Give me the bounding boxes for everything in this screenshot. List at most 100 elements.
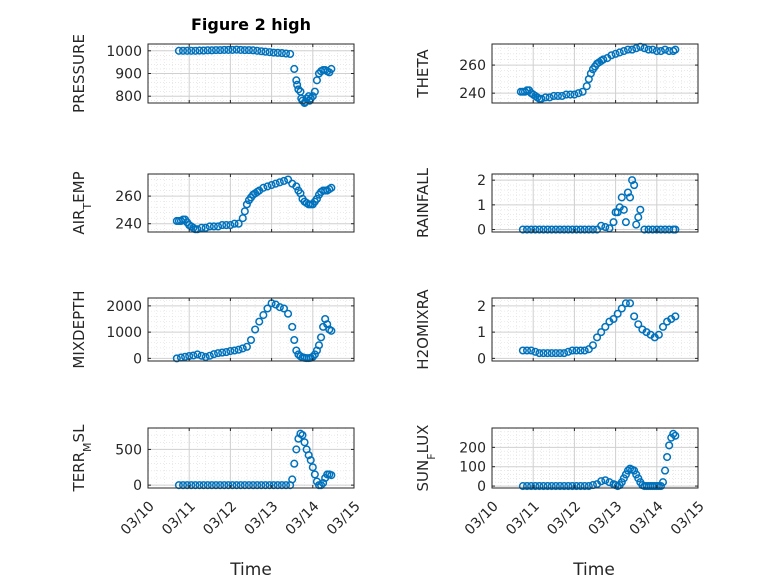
panel-h2omixra: 0 1 2 H2OMIXRA: [414, 289, 699, 370]
data-point: [304, 92, 313, 101]
data-point: [615, 48, 624, 57]
data-point: [652, 225, 661, 234]
y-tick-label: 500: [115, 442, 142, 458]
data-point: [230, 219, 239, 228]
data-point: [314, 341, 324, 350]
data-point: [273, 48, 282, 57]
data-point: [284, 175, 293, 184]
data-point: [218, 221, 227, 230]
data-point: [628, 176, 637, 185]
axes-box: [491, 297, 699, 362]
data-point: [625, 299, 635, 308]
data-point: [658, 322, 668, 331]
data-point: [327, 183, 336, 192]
data-point: [300, 438, 309, 447]
data-point: [197, 223, 206, 232]
y-tick-label: 1000: [106, 44, 142, 60]
data-point: [619, 474, 628, 483]
data-point: [572, 346, 581, 355]
data-point: [242, 200, 251, 209]
data-point: [549, 91, 558, 101]
data-point: [570, 90, 579, 99]
data-point: [312, 194, 321, 203]
data-point: [292, 445, 301, 454]
panel-mixdepth: 0 1000 2000 MIXDEPTH: [70, 290, 355, 369]
data-point: [271, 179, 280, 188]
data-point: [634, 320, 643, 329]
axes-box: [491, 173, 699, 233]
data-point: [623, 188, 633, 197]
data-point: [615, 203, 624, 212]
data-point: [574, 89, 583, 98]
series-mixdepth: [172, 299, 336, 363]
data-point: [564, 482, 573, 491]
data-point: [628, 45, 637, 54]
data-point: [617, 193, 626, 202]
data-point: [535, 349, 544, 358]
axes-box: [491, 43, 699, 104]
y-tick-label: 200: [459, 440, 486, 456]
series-pressure: [174, 45, 336, 108]
y-tick-label: 240: [115, 217, 142, 233]
data-point: [613, 309, 622, 318]
data-point: [249, 46, 258, 55]
data-point: [555, 349, 565, 358]
data-point: [605, 478, 614, 487]
data-point: [580, 346, 589, 355]
data-point: [601, 223, 610, 232]
data-point: [527, 225, 536, 234]
data-point: [226, 221, 235, 230]
data-point: [308, 92, 317, 101]
data-point: [308, 463, 317, 472]
data-point: [636, 205, 645, 214]
data-point: [543, 225, 552, 234]
plot-area: [492, 428, 698, 488]
data-point: [562, 90, 571, 99]
data-point: [601, 322, 610, 331]
data-point: [261, 47, 270, 56]
data-point: [310, 87, 319, 96]
data-point: [319, 478, 328, 488]
data-point: [632, 220, 641, 229]
data-point: [644, 225, 653, 234]
data-point: [669, 429, 678, 438]
y-tick-label: 0: [133, 351, 142, 367]
axes-box: [491, 427, 699, 489]
data-point: [607, 51, 616, 60]
y-axis-label: AIRTEMP: [70, 171, 94, 234]
series-theta: [516, 42, 680, 103]
data-point: [240, 207, 249, 216]
data-point: [288, 475, 297, 484]
data-point: [640, 44, 649, 53]
data-point: [557, 91, 567, 101]
data-point: [572, 225, 581, 234]
data-point: [543, 349, 552, 358]
data-point: [656, 46, 665, 56]
data-point: [547, 482, 556, 491]
x-axis-label-left: Time: [229, 560, 272, 580]
data-point: [228, 45, 237, 54]
y-axis-label: MIXDEPTH: [70, 290, 88, 368]
data-point: [226, 346, 235, 356]
data-point: [656, 225, 665, 234]
data-point: [259, 183, 268, 192]
data-point: [172, 354, 181, 363]
y-tick-label: 2: [477, 173, 486, 189]
data-point: [306, 94, 315, 103]
data-point: [609, 218, 618, 227]
data-point: [599, 55, 608, 64]
data-point: [178, 46, 188, 55]
y-tick-label: 1: [477, 198, 486, 214]
data-point: [545, 93, 554, 102]
data-point: [191, 46, 200, 55]
series-sun-flux: [518, 429, 680, 491]
data-point: [632, 470, 641, 479]
data-point: [207, 46, 216, 55]
data-point: [621, 470, 630, 479]
data-point: [290, 459, 299, 468]
data-point: [201, 223, 210, 232]
data-point: [547, 349, 556, 358]
data-point: [555, 482, 565, 491]
data-point: [588, 225, 597, 234]
data-point: [621, 218, 630, 227]
